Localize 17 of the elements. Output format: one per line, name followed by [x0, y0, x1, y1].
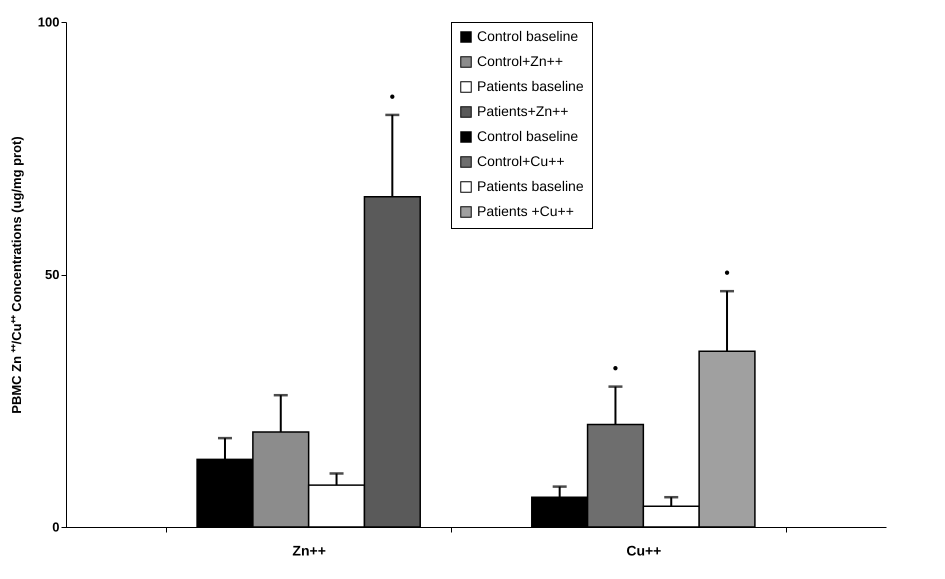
legend-label: Patients+Zn++ — [477, 103, 568, 119]
x-tick-label: Zn++ — [292, 542, 326, 558]
y-tick-label: 100 — [38, 14, 60, 30]
legend-label: Control+Zn++ — [477, 53, 563, 69]
y-tick-label: 50 — [45, 267, 60, 282]
x-tick-label: Cu++ — [626, 542, 662, 558]
annotation: • — [390, 88, 396, 106]
legend-label: Control baseline — [477, 28, 578, 44]
annotation: • — [724, 265, 730, 282]
legend-label: Control baseline — [477, 128, 578, 144]
y-axis-title: PBMC Zn ⁺⁺/Cu⁺⁺ Concentrations (ug/mg prot) — [8, 136, 24, 414]
legend-label: Patients +Cu++ — [477, 203, 574, 219]
y-tick-label: 0 — [52, 520, 60, 534]
legend-label: Control+Cu++ — [477, 153, 565, 169]
legend-label: Patients baseline — [477, 178, 584, 194]
annotation: • — [612, 360, 618, 378]
legend-label: Patients baseline — [477, 78, 584, 94]
